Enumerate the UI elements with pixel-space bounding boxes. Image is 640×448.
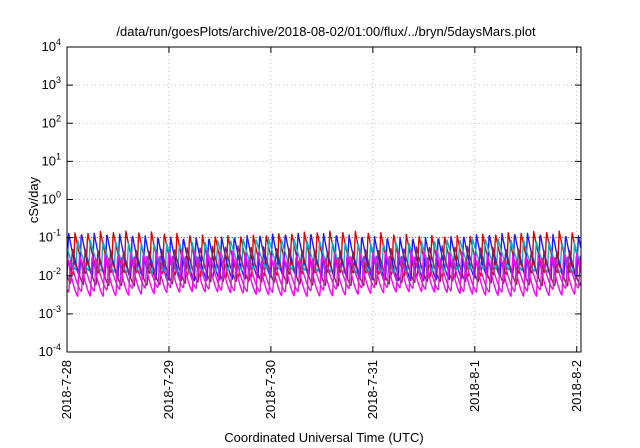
- data-series: [66, 230, 582, 298]
- grid-lines: [66, 47, 581, 352]
- x-axis-label: Coordinated Universal Time (UTC): [224, 430, 423, 445]
- y-axis-label: cSv/day: [26, 176, 41, 223]
- series-line: [66, 230, 582, 278]
- x-tick-label: 2018-7-30: [263, 360, 278, 419]
- x-tick-label: 2018-7-31: [365, 360, 380, 419]
- y-tick-label: 103: [42, 75, 61, 92]
- x-tick-label: 2018-8-1: [467, 360, 482, 412]
- series-line: [66, 255, 582, 293]
- series-line: [66, 249, 582, 298]
- x-axis: 2018-7-28 2018-7-29 2018-7-30 2018-7-31 2018…: [59, 47, 584, 419]
- x-tick-label: 2018-8-2: [569, 360, 584, 412]
- y-tick-label: 10-3: [39, 304, 61, 321]
- y-tick-label: 102: [42, 113, 61, 130]
- series-line: [66, 237, 582, 275]
- x-tick-label: 2018-7-28: [59, 360, 74, 419]
- y-tick-label: 10-2: [39, 266, 61, 283]
- x-tick-label: 2018-7-29: [161, 360, 176, 419]
- y-tick-label: 10-4: [39, 342, 61, 359]
- chart-title: /data/run/goesPlots/archive/2018-08-02/0…: [116, 24, 536, 39]
- y-tick-label: 101: [42, 151, 61, 168]
- y-tick-label: 104: [42, 37, 61, 54]
- y-tick-label: 10-1: [39, 228, 61, 245]
- y-tick-label: 100: [42, 190, 61, 207]
- y-axis: 10-4 10-3 10-2 10-1 100 101 102 103 104: [39, 37, 581, 359]
